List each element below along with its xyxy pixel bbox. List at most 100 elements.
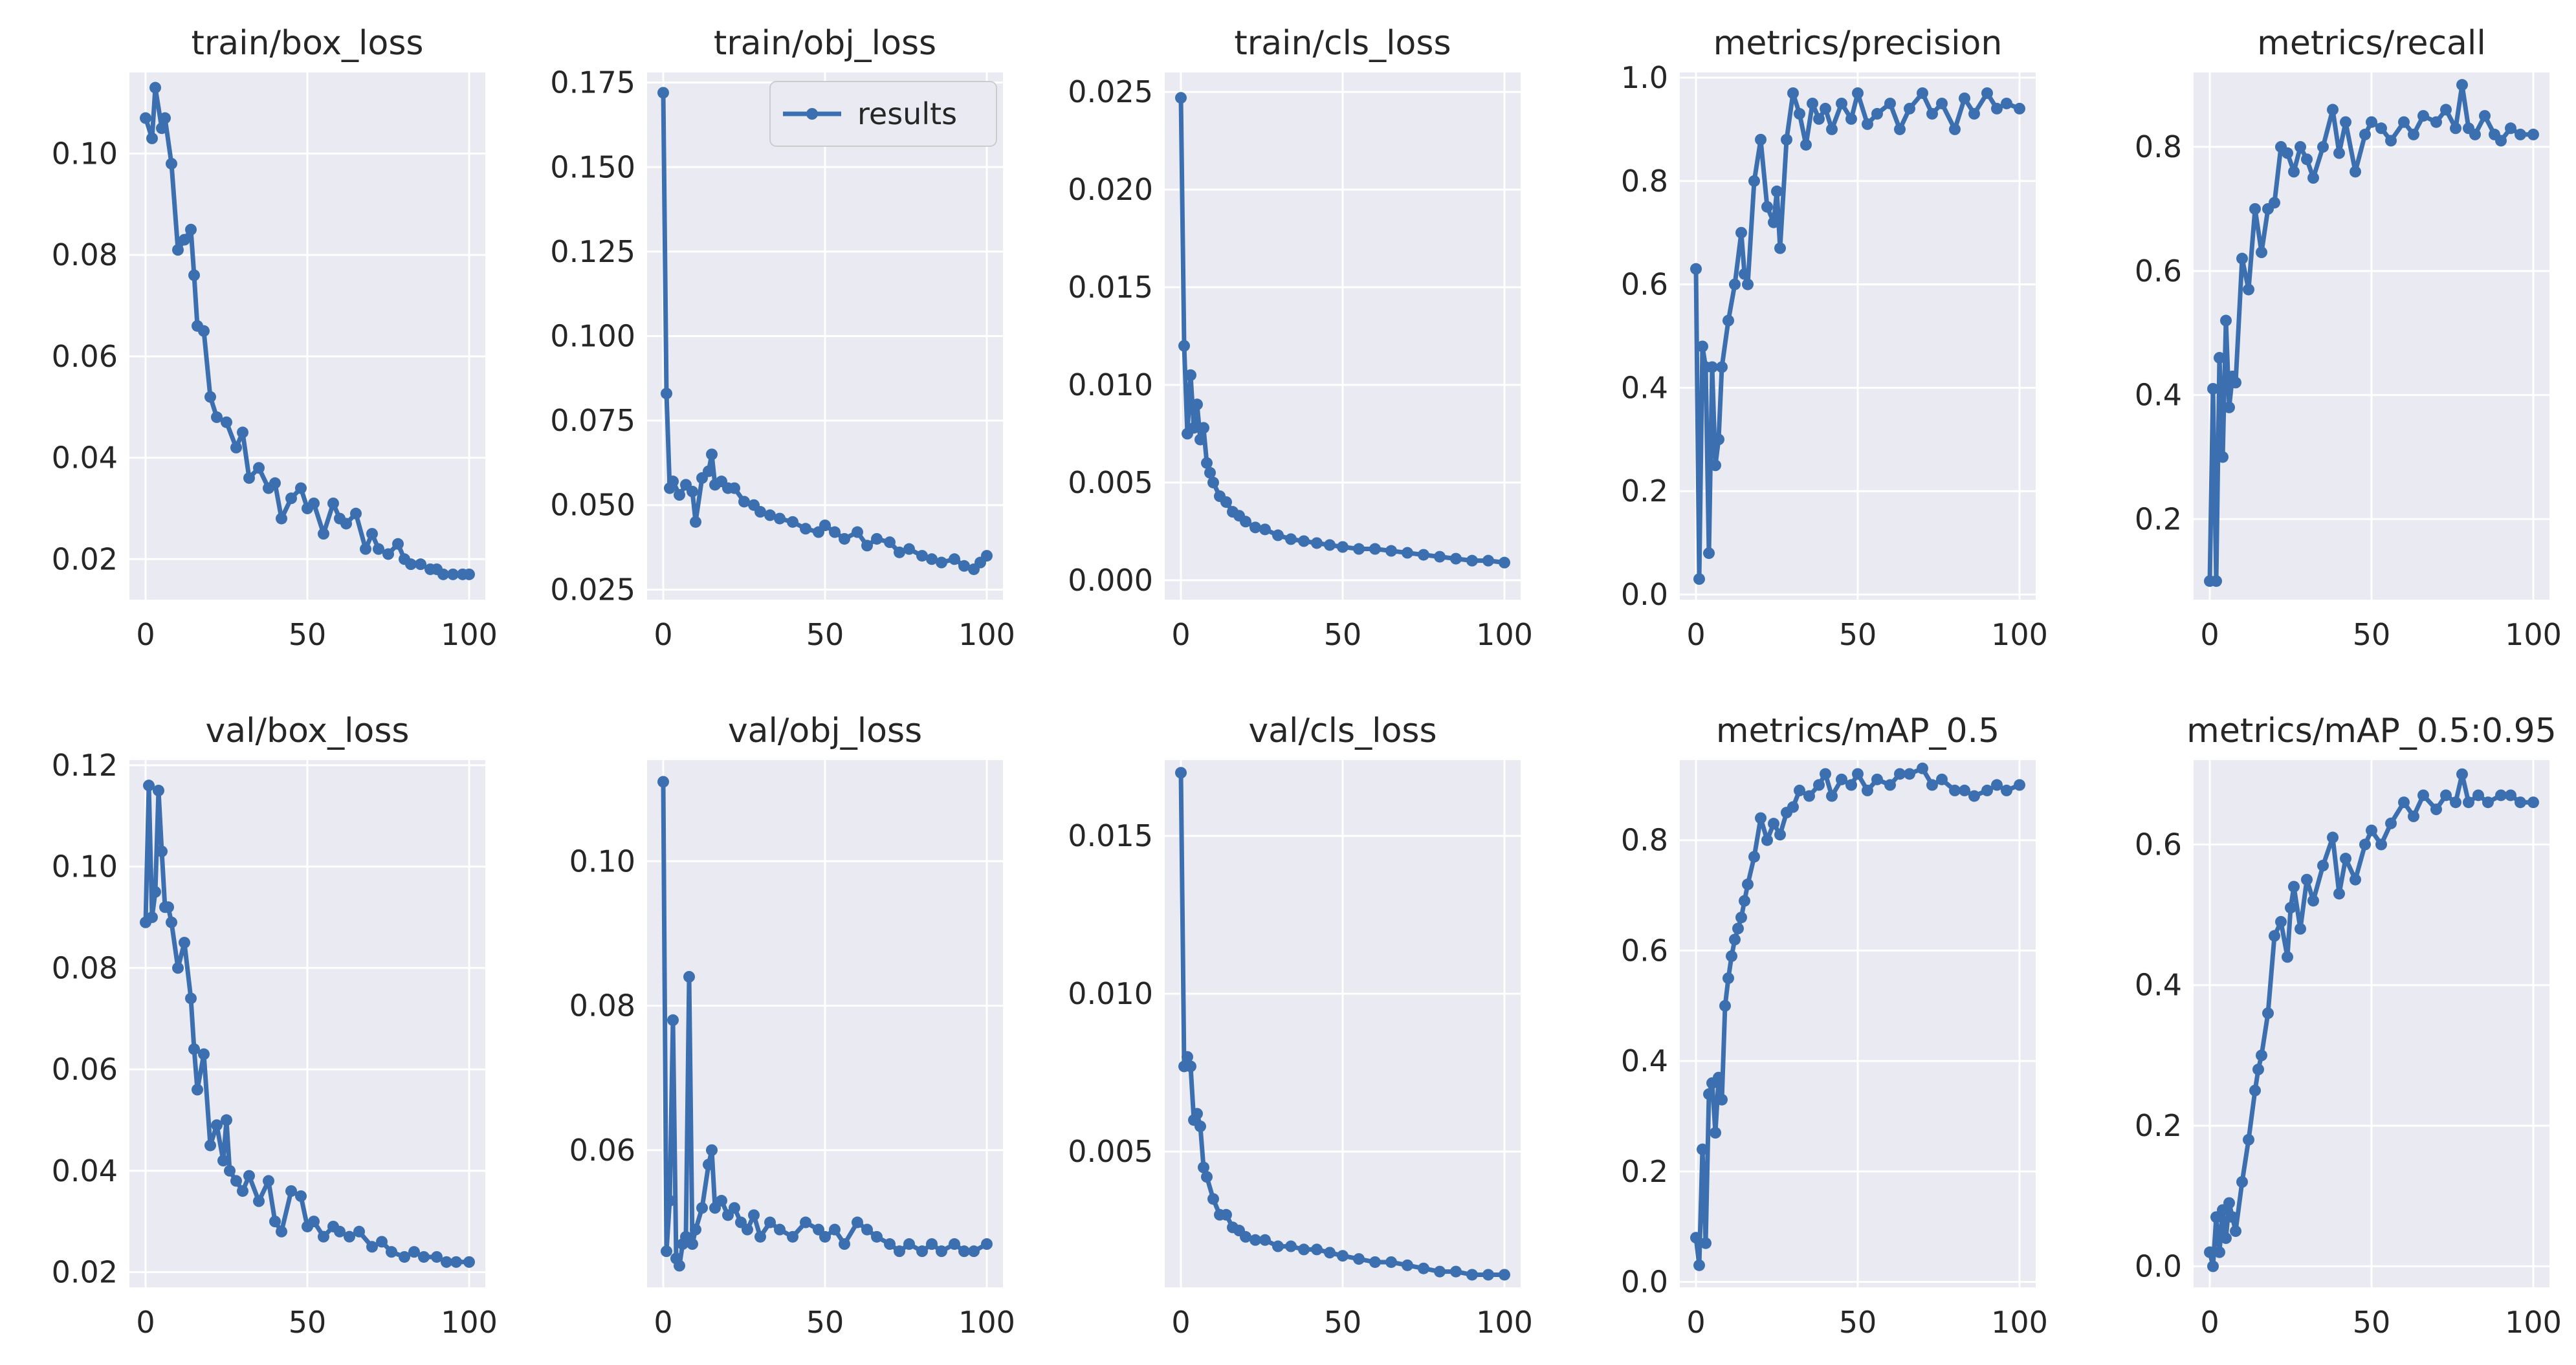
- data-point: [1726, 950, 1737, 962]
- data-point: [687, 1238, 698, 1250]
- data-point: [667, 1014, 679, 1026]
- y-tick-label: 0.04: [52, 441, 118, 475]
- x-tick-label: 100: [958, 617, 1015, 652]
- data-point: [2515, 796, 2526, 809]
- data-point: [729, 1202, 740, 1214]
- data-point: [1418, 1262, 1429, 1274]
- y-tick-label: 0.0: [1621, 577, 1668, 612]
- data-point: [366, 1241, 378, 1253]
- data-point: [2350, 873, 2361, 886]
- y-tick-label: 0.10: [52, 136, 118, 171]
- data-point: [1949, 123, 1961, 135]
- data-point: [2375, 122, 2387, 135]
- data-point: [774, 512, 786, 525]
- data-point: [276, 512, 287, 525]
- y-tick-label: 0.06: [569, 1133, 635, 1168]
- data-point: [450, 1256, 462, 1268]
- data-point: [2456, 768, 2468, 780]
- data-point: [800, 1216, 811, 1228]
- data-point: [1936, 773, 1948, 785]
- data-point: [308, 1216, 320, 1228]
- data-point: [1240, 1230, 1251, 1243]
- data-point: [1774, 242, 1786, 254]
- data-point: [2207, 1260, 2219, 1272]
- data-point: [690, 1223, 701, 1236]
- data-point: [968, 1245, 980, 1258]
- y-tick-label: 0.2: [1621, 1154, 1668, 1189]
- data-point: [1298, 535, 1310, 547]
- data-point: [211, 1119, 223, 1131]
- data-point: [2269, 197, 2280, 209]
- subplot-grid: train/box_loss 0 50 100 0.02 0.04 0.06 0.08 0.10…: [52, 24, 2562, 1340]
- y-tick-label: 0.125: [550, 234, 635, 269]
- data-point: [2440, 789, 2452, 802]
- data-point: [230, 1175, 242, 1187]
- data-point: [884, 536, 896, 549]
- data-point: [1703, 1088, 1715, 1100]
- data-point: [2375, 838, 2387, 851]
- legend-label: results: [857, 96, 957, 131]
- data-point: [657, 87, 669, 99]
- y-tick-label: 0.2: [2135, 1108, 2182, 1143]
- data-point: [318, 528, 329, 540]
- data-point: [399, 1250, 410, 1263]
- data-point: [958, 1245, 970, 1258]
- data-point: [1697, 1143, 1708, 1155]
- data-point: [1719, 999, 1731, 1012]
- data-point: [179, 234, 190, 246]
- data-point: [2223, 401, 2235, 413]
- data-point: [1703, 547, 1715, 560]
- data-point: [159, 112, 171, 124]
- x-tick-label: 50: [289, 1305, 327, 1340]
- subplot-val-box-loss: val/box_loss 0 50 100 0.02 0.04 0.06 0.08 0.10 0.…: [52, 712, 498, 1340]
- series-line-results: [2207, 772, 2533, 1269]
- data-point: [2217, 451, 2229, 463]
- data-point: [657, 776, 669, 788]
- x-tick-label: 100: [441, 617, 498, 652]
- data-point: [1739, 268, 1750, 280]
- data-point: [2398, 796, 2410, 809]
- data-point: [1862, 784, 1873, 796]
- data-point: [1710, 1127, 1721, 1139]
- data-point: [1871, 107, 1883, 120]
- data-point: [2505, 122, 2516, 135]
- data-point: [1185, 1060, 1196, 1073]
- data-point: [1324, 1247, 1336, 1259]
- data-point: [162, 901, 174, 913]
- y-tick-label: 0.010: [1068, 976, 1153, 1011]
- data-point: [253, 462, 265, 474]
- data-point: [1936, 97, 1948, 109]
- data-point: [2275, 915, 2287, 928]
- data-point: [1204, 466, 1216, 479]
- data-point: [1259, 1234, 1271, 1246]
- data-point: [204, 391, 216, 403]
- data-point: [1917, 762, 1928, 774]
- data-point: [334, 1225, 346, 1238]
- data-point: [415, 558, 426, 571]
- subplot-metrics-map-0-5-0-95: metrics/mAP_0.5:0.95 0 50 100 0.0 0.2 0.4 0.6: [2135, 712, 2562, 1340]
- data-point: [2333, 888, 2345, 900]
- y-tick-label: 0.4: [2135, 968, 2182, 1003]
- x-tick-label: 100: [2505, 617, 2562, 652]
- subplot-val-obj-loss: val/obj_loss 0 50 100 0.06 0.08 0.10: [569, 712, 1015, 1340]
- y-tick-label: 0.8: [2135, 129, 2182, 164]
- data-point: [2014, 102, 2025, 115]
- data-point: [153, 785, 164, 797]
- data-point: [716, 1195, 727, 1207]
- data-point: [839, 532, 850, 545]
- data-point: [2359, 838, 2371, 851]
- data-point: [2214, 352, 2225, 364]
- data-point: [1904, 768, 1915, 780]
- data-point: [1771, 185, 1783, 197]
- data-point: [2230, 1225, 2241, 1238]
- chart-title: metrics/precision: [1713, 24, 2003, 63]
- y-tick-label: 0.10: [52, 849, 118, 884]
- data-point: [373, 543, 384, 555]
- data-point: [431, 1250, 443, 1263]
- data-point: [2408, 810, 2419, 822]
- data-point: [706, 448, 718, 461]
- y-tick-label: 0.150: [550, 149, 635, 184]
- data-point: [1836, 773, 1847, 785]
- data-point: [1207, 476, 1219, 488]
- chart-title: metrics/mAP_0.5:0.95: [2186, 712, 2557, 750]
